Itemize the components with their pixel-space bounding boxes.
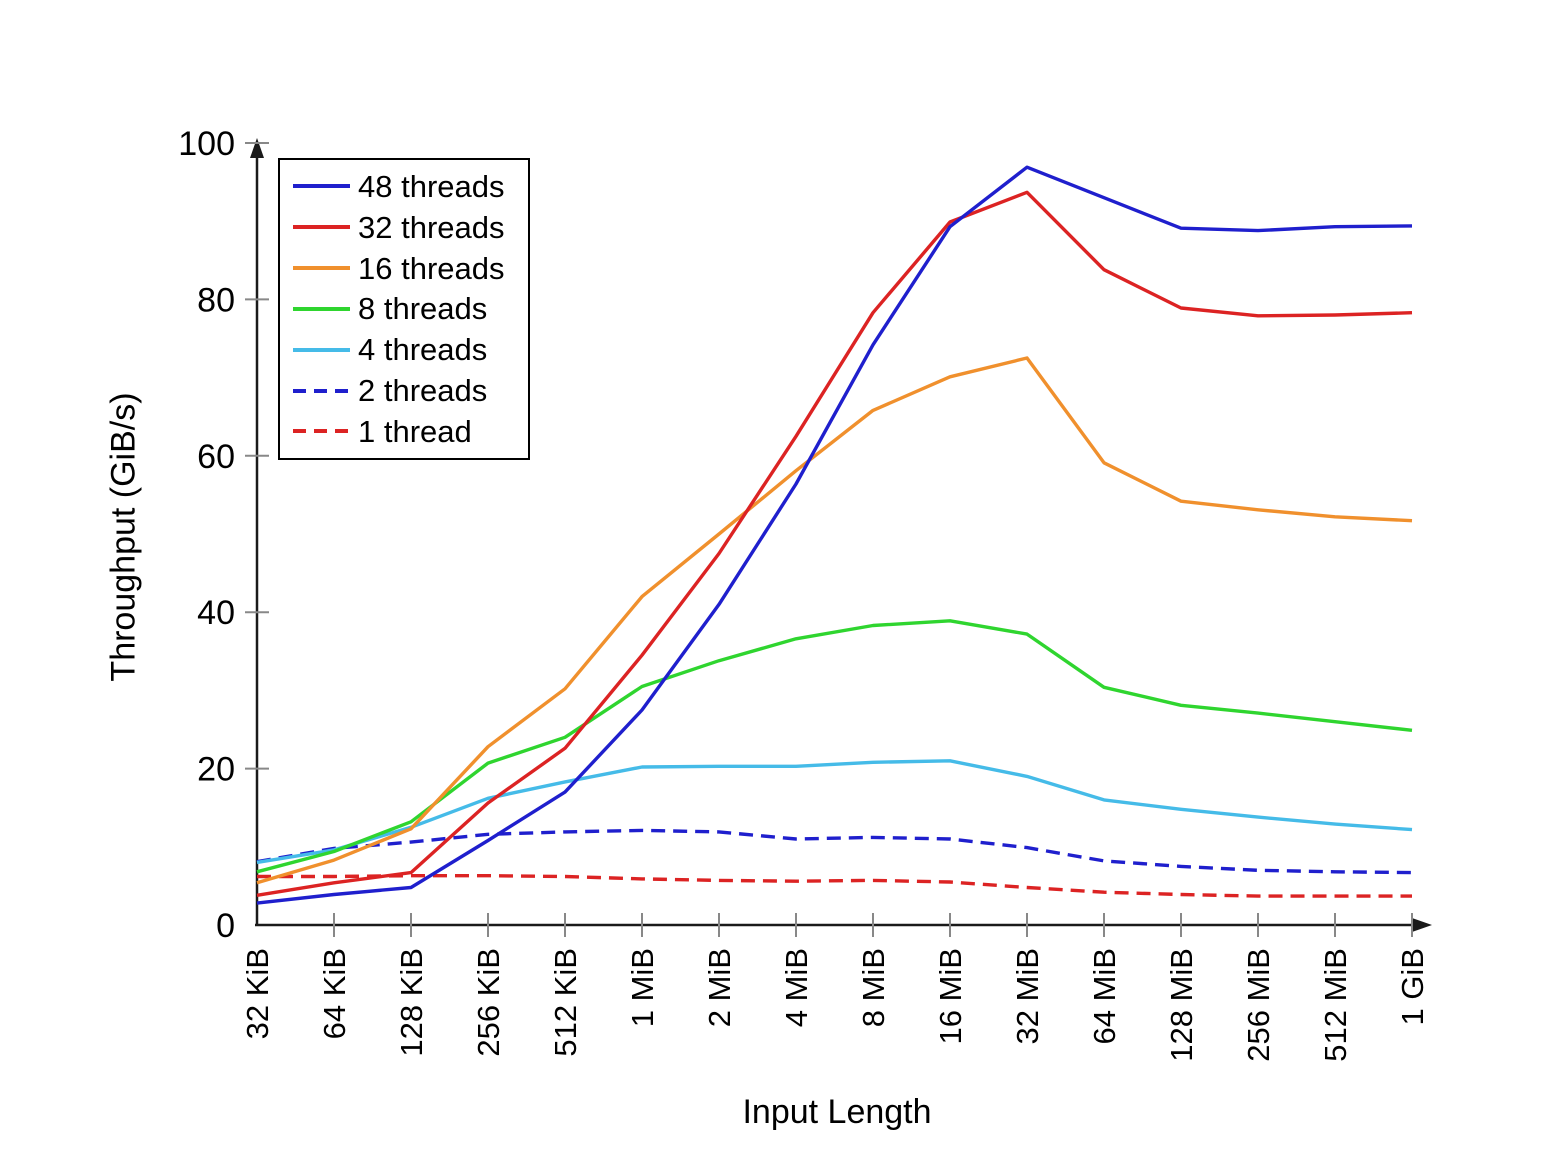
series-line-16-threads xyxy=(256,356,1413,885)
legend-label: 48 threads xyxy=(358,168,505,204)
x-tick-label: 256 MiB xyxy=(1241,948,1276,1062)
legend-line-sample xyxy=(293,266,350,271)
legend-line-sample xyxy=(293,347,350,352)
series-line-2-threads xyxy=(256,828,1413,875)
y-axis-arrow xyxy=(250,138,264,158)
x-tick-label: 16 MiB xyxy=(933,948,968,1044)
y-tick-label: 80 xyxy=(197,281,235,319)
x-tick-label: 1 MiB xyxy=(625,948,660,1027)
x-tick-label: 512 KiB xyxy=(548,948,583,1057)
series-line-1-thread xyxy=(257,874,1412,898)
legend-item: 32 threads xyxy=(293,212,528,243)
x-tick-label: 32 KiB xyxy=(240,948,275,1039)
series-line-4-threads xyxy=(256,759,1413,865)
legend-item: 4 threads xyxy=(293,334,528,365)
legend-item: 8 threads xyxy=(293,293,528,324)
x-tick-label: 128 KiB xyxy=(394,948,429,1057)
legend-line-sample xyxy=(293,388,350,393)
x-tick-label: 64 KiB xyxy=(317,948,352,1039)
y-tick-label: 100 xyxy=(178,125,235,163)
legend-label: 32 threads xyxy=(358,209,505,245)
x-tick-label: 64 MiB xyxy=(1087,948,1122,1044)
legend-line-sample xyxy=(293,306,350,311)
x-tick-label: 2 MiB xyxy=(702,948,737,1027)
legend-label: 4 threads xyxy=(358,332,488,368)
legend-line-sample xyxy=(293,184,350,189)
x-tick-label: 1 GiB xyxy=(1395,948,1430,1026)
x-tick-label: 256 KiB xyxy=(471,948,506,1057)
x-tick-label: 8 MiB xyxy=(856,948,891,1027)
legend-label: 8 threads xyxy=(358,291,488,327)
legend-item: 1 thread xyxy=(293,416,528,447)
series-line-48-threads xyxy=(256,165,1413,905)
y-tick-label: 20 xyxy=(197,751,235,789)
legend-item: 48 threads xyxy=(293,171,528,202)
legend-label: 16 threads xyxy=(358,250,505,286)
legend-item: 16 threads xyxy=(293,253,528,284)
legend-label: 1 thread xyxy=(358,413,472,449)
series-line-32-threads xyxy=(256,190,1413,897)
x-tick-label: 4 MiB xyxy=(779,948,814,1027)
legend-label: 2 threads xyxy=(358,373,488,409)
x-axis-title: Input Length xyxy=(742,1093,932,1131)
x-tick-label: 32 MiB xyxy=(1010,948,1045,1044)
legend-box: 48 threads 32 threads 16 threads 8 threads 4… xyxy=(278,158,530,460)
x-axis-arrow xyxy=(1412,918,1432,932)
x-tick-label: 512 MiB xyxy=(1318,948,1353,1062)
y-tick-label: 60 xyxy=(197,438,235,476)
series-line-8-threads xyxy=(256,619,1413,874)
y-tick-label: 0 xyxy=(216,907,235,945)
y-tick-label: 40 xyxy=(197,594,235,632)
legend-line-sample xyxy=(293,429,350,434)
legend-line-sample xyxy=(293,225,350,230)
legend-item: 2 threads xyxy=(293,375,528,406)
x-tick-label: 128 MiB xyxy=(1164,948,1199,1062)
y-axis-title: Throughput (GiB/s) xyxy=(104,392,143,682)
